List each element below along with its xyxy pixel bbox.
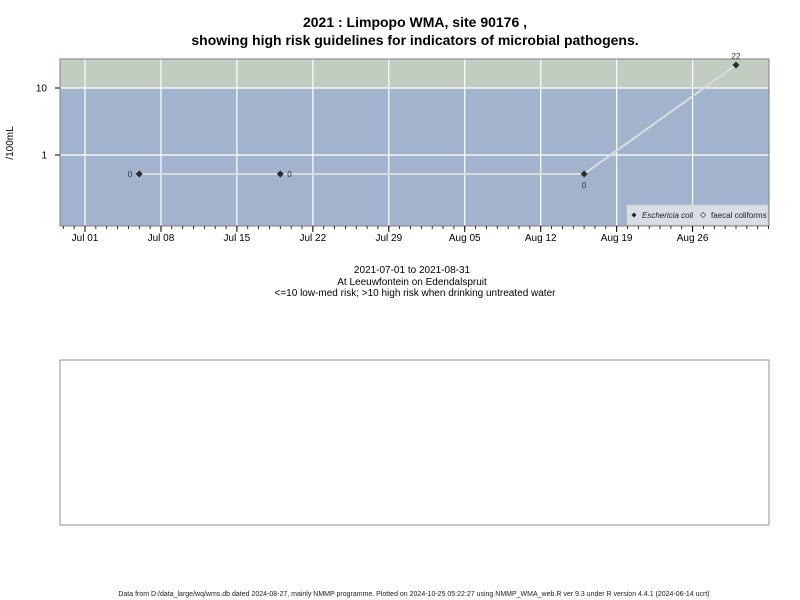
legend-marker-filled-diamond xyxy=(631,212,637,218)
legend-label-e-coli: Eschericia coli xyxy=(642,211,693,220)
x-tick-label: Aug 05 xyxy=(449,233,481,244)
legend: Eschericia coli faecal coliforms xyxy=(626,204,769,226)
subtitle-date-range: 2021-07-01 to 2021-08-31 xyxy=(354,265,471,276)
grid-lines xyxy=(60,59,769,226)
x-tick-label: Aug 12 xyxy=(525,233,557,244)
plot-border xyxy=(59,58,770,227)
data-label: 0 xyxy=(582,181,587,190)
y-tick-label: 1 xyxy=(41,151,47,162)
legend-marker-open-diamond xyxy=(700,212,706,218)
high-risk-zone xyxy=(60,59,769,88)
data-label: 22 xyxy=(732,52,741,61)
empty-lower-panel xyxy=(59,359,770,526)
x-tick-label: Jul 22 xyxy=(300,233,327,244)
data-point-e-coli xyxy=(276,170,284,178)
chart-title-line1: 2021 : Limpopo WMA, site 90176 , xyxy=(303,14,527,30)
low-risk-zone xyxy=(60,88,769,226)
subtitle-risk-note: <=10 low-med risk; >10 high risk when dr… xyxy=(275,288,557,299)
x-tick-label: Jul 29 xyxy=(375,233,402,244)
data-point-e-coli xyxy=(135,170,143,178)
x-tick-label: Jul 08 xyxy=(148,233,175,244)
data-label: 0 xyxy=(128,170,133,179)
y-axis-label: /100mL xyxy=(5,126,16,160)
subtitle-location: At Leeuwfontein on Edendalspruit xyxy=(337,277,487,288)
series-line-e-coli xyxy=(139,64,737,175)
chart-title-line2: showing high risk guidelines for indicat… xyxy=(191,32,638,48)
data-point-e-coli xyxy=(732,61,740,69)
x-tick-label: Jul 01 xyxy=(72,233,99,244)
x-tick-label: Aug 26 xyxy=(677,233,709,244)
legend-box xyxy=(626,204,769,226)
x-tick-label: Jul 15 xyxy=(224,233,251,244)
data-label: 0 xyxy=(287,170,292,179)
y-tick-label: 10 xyxy=(36,84,48,95)
legend-label-faecal-coliforms: faecal coliforms xyxy=(711,211,767,220)
data-point-e-coli xyxy=(580,170,588,178)
y-axis: 1 10 xyxy=(36,84,60,162)
series-group: 0 0 0 22 xyxy=(128,52,741,190)
footer-note: Data from D:/data_large/wq/wms.db dated … xyxy=(118,591,709,598)
x-tick-label: Aug 19 xyxy=(601,233,633,244)
x-axis: Jul 01 Jul 08 Jul 15 Jul 22 Jul 29 Aug 05 Aug … xyxy=(62,226,769,244)
